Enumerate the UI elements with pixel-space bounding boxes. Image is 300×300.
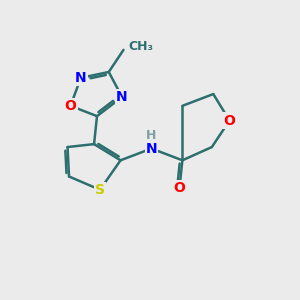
Text: S: S — [95, 183, 105, 197]
Text: O: O — [224, 114, 236, 128]
Text: CH₃: CH₃ — [128, 40, 153, 53]
Text: H: H — [146, 129, 157, 142]
Text: N: N — [116, 90, 128, 104]
Text: N: N — [75, 71, 87, 85]
Text: O: O — [64, 99, 76, 113]
Text: N: N — [146, 142, 157, 155]
Text: O: O — [173, 181, 185, 195]
